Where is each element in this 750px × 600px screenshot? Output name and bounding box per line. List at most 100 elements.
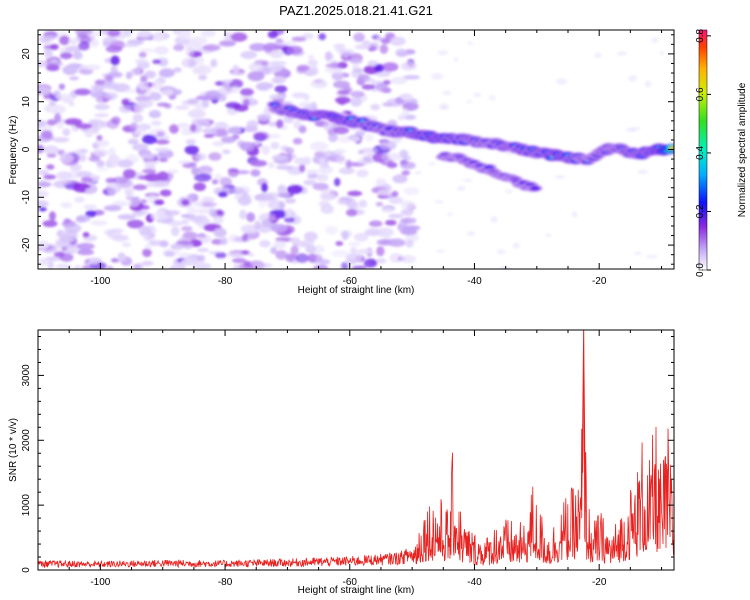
noise-blob (285, 198, 296, 204)
colorbar: 0.0 0.2 0.4 0.6 0.8 Normalized spectral ampl… (695, 28, 748, 276)
noise-blob (345, 159, 353, 169)
noise-blob (442, 90, 452, 96)
noise-blob (85, 210, 97, 218)
noise-blob (202, 44, 221, 52)
noise-blob (103, 205, 122, 212)
noise-blob (473, 92, 482, 98)
y-tick-label: 10 (21, 96, 32, 108)
noise-blob (466, 231, 475, 236)
noise-blob (104, 229, 115, 236)
noise-blob (131, 197, 141, 206)
noise-blob (403, 187, 420, 196)
noise-blob (318, 165, 334, 175)
x-tick-label: -20 (592, 577, 607, 588)
noise-blob (370, 103, 381, 111)
noise-blob (290, 245, 299, 256)
noise-blob (169, 124, 179, 134)
noise-blob (46, 119, 57, 126)
noise-blob (659, 51, 665, 56)
noise-blob (83, 204, 97, 210)
noise-blob (400, 254, 417, 264)
noise-blob (303, 179, 317, 186)
y-tick-label: 3000 (21, 364, 32, 387)
noise-blob (96, 135, 103, 141)
noise-blob (131, 103, 147, 109)
noise-blob (112, 176, 129, 184)
colorbar-ticks: 0.0 0.2 0.4 0.6 0.8 (695, 28, 711, 277)
noise-blob (258, 213, 276, 223)
noise-blob (64, 118, 83, 126)
snr-x-label: Height of straight line (km) (298, 585, 415, 596)
noise-blob (333, 126, 350, 135)
noise-blob (59, 235, 75, 243)
noise-blob (42, 220, 58, 228)
noise-blob (69, 76, 79, 81)
noise-blob (152, 32, 165, 42)
noise-blob (293, 94, 308, 99)
noise-blob (504, 189, 513, 194)
noise-blob (335, 148, 347, 155)
noise-blob (363, 78, 375, 83)
ridge-blob (487, 166, 491, 169)
x-tick-label: -40 (467, 577, 482, 588)
noise-blob (554, 175, 565, 180)
noise-blob (55, 263, 73, 269)
noise-blob (65, 242, 80, 249)
noise-blob (651, 37, 659, 44)
noise-blob (275, 250, 288, 260)
noise-blob (193, 262, 212, 269)
noise-blob (275, 165, 294, 170)
noise-blob (74, 88, 91, 96)
noise-blob (367, 60, 379, 67)
noise-blob (38, 86, 51, 95)
snr-series-line (38, 330, 674, 569)
noise-blob (123, 42, 139, 48)
noise-blob (364, 134, 374, 142)
noise-blob (400, 161, 416, 170)
noise-blob (220, 237, 228, 246)
noise-blob (349, 59, 363, 64)
noise-blob (338, 135, 352, 143)
noise-blob (333, 80, 351, 89)
noise-blob (363, 231, 381, 236)
noise-blob (400, 93, 413, 101)
noise-blob (436, 249, 446, 253)
noise-blob (110, 65, 118, 75)
noise-blob (63, 218, 71, 224)
noise-blob (107, 147, 116, 158)
noise-blob (163, 251, 175, 257)
noise-blob (142, 248, 152, 258)
noise-blob (307, 54, 315, 60)
ridge (266, 100, 674, 192)
noise-blob (392, 174, 408, 184)
noise-blobs (38, 30, 665, 269)
noise-blob (40, 130, 53, 139)
noise-blob (46, 66, 60, 72)
noise-blob (142, 169, 157, 174)
noise-blob (383, 80, 391, 85)
noise-blob (121, 242, 132, 248)
y-tick-label: 0 (21, 567, 32, 573)
noise-blob (140, 75, 148, 84)
noise-blob (219, 177, 232, 187)
x-tick-label: -100 (90, 276, 110, 287)
noise-blob (130, 68, 141, 76)
noise-blob (204, 123, 213, 128)
noise-blob (381, 62, 399, 72)
noise-blob (200, 30, 216, 37)
noise-blob (250, 169, 261, 177)
noise-blob (456, 186, 466, 191)
noise-blob (52, 137, 70, 143)
noise-blob (320, 204, 334, 214)
noise-blob (61, 246, 68, 251)
noise-blob (512, 242, 520, 249)
noise-blob (465, 99, 473, 104)
noise-blob (154, 147, 171, 153)
noise-blob (153, 199, 165, 206)
noise-blob (336, 155, 346, 165)
noise-blob (253, 140, 260, 146)
noise-blob (434, 200, 444, 204)
noise-blob (149, 92, 162, 101)
noise-blob (404, 103, 414, 109)
noise-blob (269, 49, 284, 59)
